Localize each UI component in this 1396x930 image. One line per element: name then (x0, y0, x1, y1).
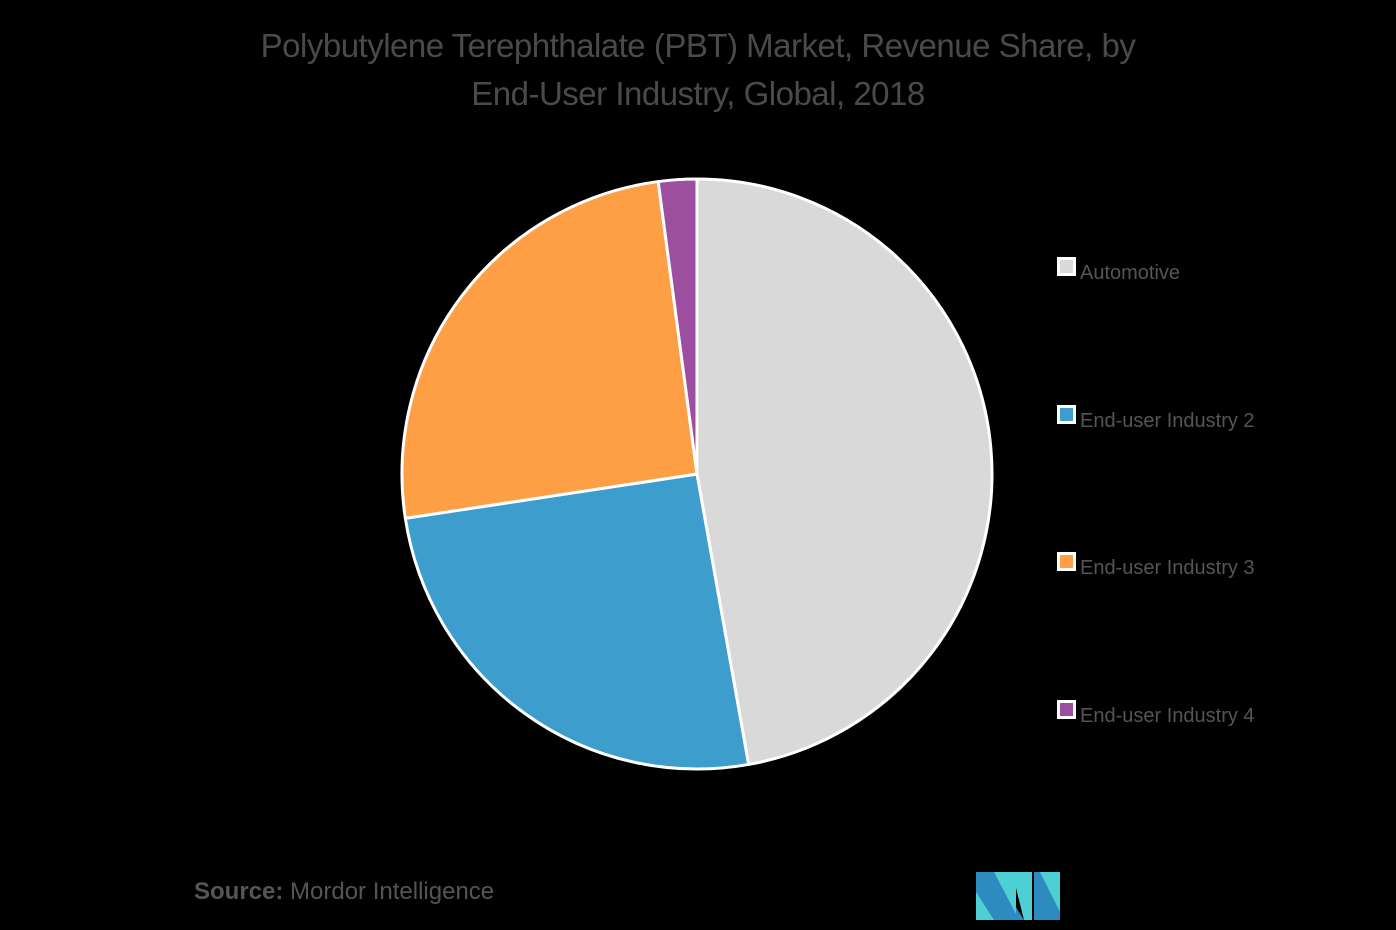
source-note: Source: Mordor Intelligence (194, 878, 494, 906)
legend-item-industry-4: End-user Industry 4 (1057, 700, 1255, 728)
chart-title-line-1: Polybutylene Terephthalate (PBT) Market,… (260, 27, 1136, 64)
source-text: Mordor Intelligence (290, 878, 495, 905)
source-prefix: Source: (194, 878, 284, 905)
legend-swatch-industry-2 (1057, 405, 1076, 424)
chart-title: Polybutylene Terephthalate (PBT) Market,… (0, 22, 1396, 118)
slice-industry-2 (403, 472, 751, 771)
mordor-intelligence-logo-icon (976, 872, 1060, 920)
chart-title-line-2: End-User Industry, Global, 2018 (471, 75, 925, 112)
legend-swatch-industry-3 (1057, 552, 1076, 571)
slice-industry-3 (400, 180, 699, 520)
legend-item-industry-3: End-user Industry 3 (1057, 552, 1255, 580)
legend-label: Automotive (1080, 262, 1181, 284)
slice-automotive (695, 177, 994, 766)
legend-label: End-user Industry 3 (1080, 557, 1255, 579)
legend-swatch-industry-4 (1057, 700, 1076, 719)
legend-item-automotive: Automotive (1057, 257, 1181, 285)
legend-swatch-automotive (1057, 257, 1076, 276)
legend-label: End-user Industry 4 (1080, 705, 1255, 727)
slice-industry-4 (656, 177, 699, 476)
legend-label: End-user Industry 2 (1080, 410, 1255, 432)
legend-item-industry-2: End-user Industry 2 (1057, 405, 1255, 433)
